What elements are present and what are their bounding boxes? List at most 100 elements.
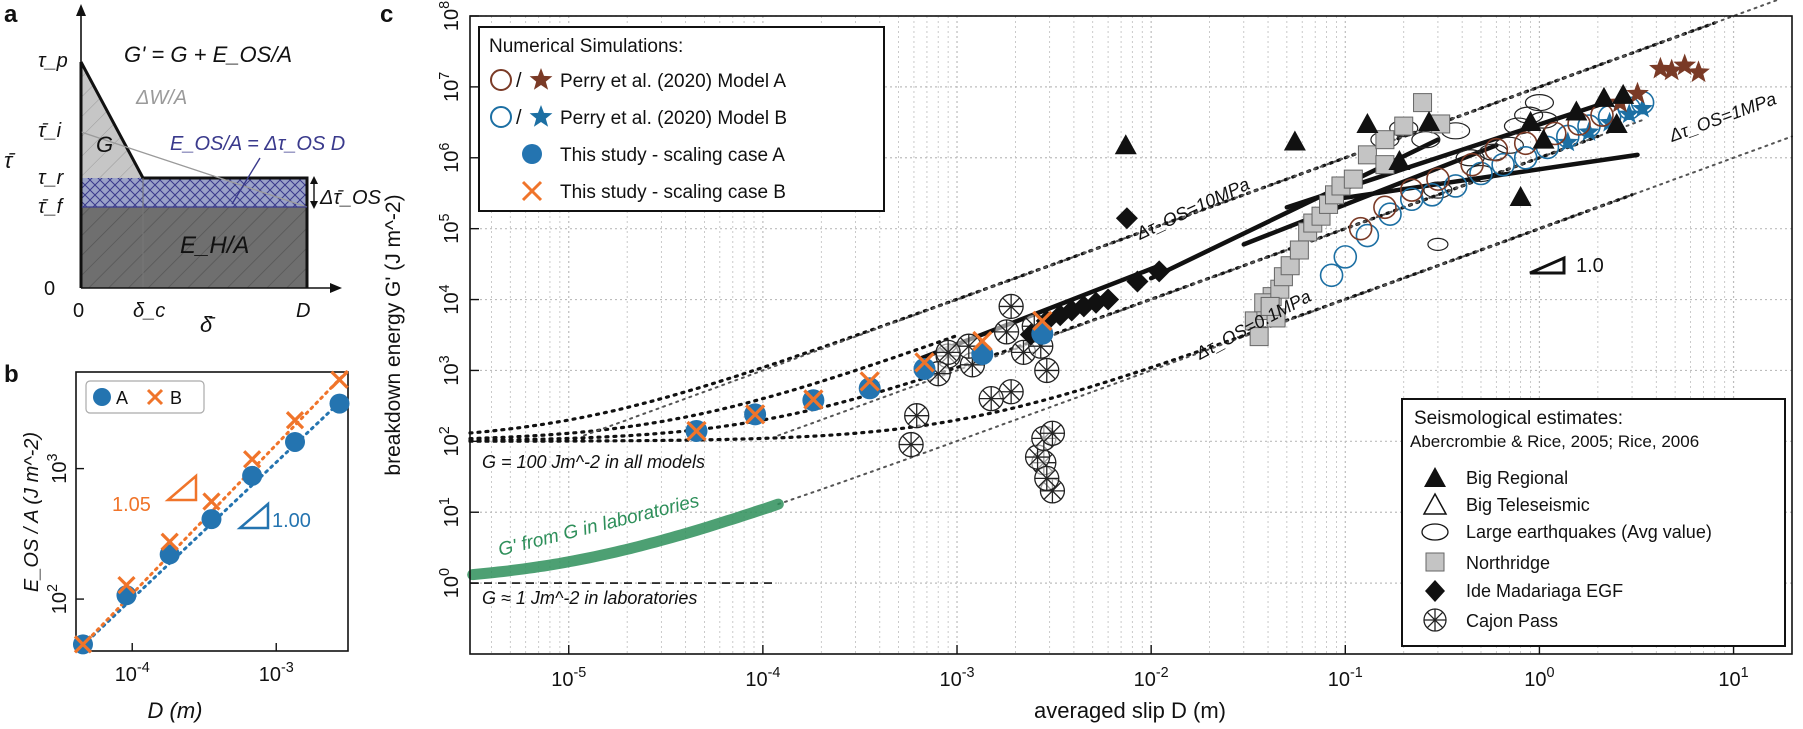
cajon-19 bbox=[998, 293, 1024, 320]
model-a-circle-1 bbox=[1373, 195, 1397, 220]
legend-model-b-star bbox=[529, 105, 553, 127]
eos-hatch bbox=[81, 178, 307, 207]
panel-b-frame bbox=[75, 371, 349, 652]
cajon-18 bbox=[993, 319, 1020, 345]
lab-green-band bbox=[467, 498, 784, 581]
big-regional-9 bbox=[1592, 86, 1615, 107]
c-ytick-label-1: 101 bbox=[437, 497, 463, 527]
model-b-circle-9 bbox=[1513, 145, 1538, 170]
cajon-10 bbox=[978, 386, 1004, 412]
legend-model-a-label: Perry et al. (2020) Model A bbox=[560, 71, 786, 92]
eh-label: E_H/A bbox=[180, 232, 249, 259]
legend-big-teleseismic-marker bbox=[1422, 492, 1448, 515]
large-eq-12 bbox=[1494, 136, 1524, 154]
ref-line-01mpa-label: Δτ_OS=0.1MPa bbox=[1192, 286, 1315, 364]
cajon-6 bbox=[1034, 357, 1060, 384]
model-a-star-14 bbox=[1673, 53, 1697, 76]
delta-w-label: ΔW/A bbox=[135, 87, 187, 109]
legend-cajon-marker bbox=[1423, 608, 1447, 632]
seis-legend-sub: Abercrombie & Rice, 2005; Rice, 2006 bbox=[1410, 432, 1699, 451]
big-regional-3 bbox=[1388, 150, 1411, 171]
legend-cajon-label: Cajon Pass bbox=[1466, 611, 1558, 631]
panel-a-y-symbol: τ̄ bbox=[4, 148, 16, 173]
panel-c-frame bbox=[469, 15, 1793, 655]
model-b-circle-8 bbox=[1491, 152, 1515, 177]
case-b-point-3 bbox=[859, 371, 880, 392]
big-regional-7 bbox=[1532, 128, 1555, 149]
panel-b-xlabel: D (m) bbox=[148, 698, 203, 723]
b-point-a-6 bbox=[329, 393, 350, 414]
b-ytick-label-0: 102 bbox=[45, 584, 71, 614]
slope-label-b: 1.05 bbox=[112, 494, 151, 516]
panel-b-ylabel: E_OS / A (J m^-2) bbox=[21, 432, 43, 592]
cajon-2 bbox=[998, 379, 1024, 405]
slope-triangle-a bbox=[236, 501, 270, 530]
legend-model-a-circle bbox=[490, 69, 512, 91]
c-ytick-label-0: 100 bbox=[437, 568, 463, 598]
panel-c-chart: c 10-5 10-4 10-3 10-2 10-1 100 101 100 101 102 103… bbox=[380, 0, 1793, 723]
legend-large-eq-marker bbox=[1421, 523, 1449, 541]
cajon-14 bbox=[904, 403, 930, 429]
cajon-12 bbox=[935, 339, 961, 365]
ref-curve-3mpa bbox=[468, 334, 959, 441]
g100-label: G = 100 Jm^-2 in all models bbox=[482, 452, 705, 472]
model-b-circle-1 bbox=[1333, 245, 1358, 269]
model-b-circle-4 bbox=[1399, 187, 1424, 212]
northridge-20 bbox=[1394, 116, 1414, 136]
eos-pointer bbox=[231, 157, 261, 205]
panel-label-a: a bbox=[4, 1, 18, 28]
c-ytick-label-7: 107 bbox=[437, 72, 463, 102]
b-point-a-5 bbox=[285, 431, 306, 452]
ref-line-1mpa-label: Δτ_OS=1MPa bbox=[1666, 89, 1779, 147]
sim-legend-title: Numerical Simulations: bbox=[489, 36, 683, 57]
legend-b-b-label: B bbox=[170, 388, 182, 408]
panel-b-chart: b 10-4 10-3 102 103 A B 1.05 1.00 D (m) E_O… bbox=[4, 361, 350, 723]
ide-6 bbox=[1097, 288, 1120, 311]
tick-tau-f: τ̄_f bbox=[38, 196, 65, 218]
b-point-b-0 bbox=[73, 635, 93, 654]
northridge-21 bbox=[1413, 93, 1433, 113]
b-point-b-2 bbox=[160, 532, 179, 551]
model-b-star-15 bbox=[1632, 97, 1654, 118]
seis-legend-title: Seismological estimates: bbox=[1414, 408, 1623, 429]
legend-case-b-label: This study - scaling case B bbox=[560, 182, 786, 203]
model-a-star-15 bbox=[1687, 60, 1710, 83]
big-regional-11 bbox=[1612, 83, 1635, 104]
cajon-20 bbox=[1034, 465, 1060, 492]
tick-tau-r: τ_r bbox=[38, 167, 65, 189]
model-a-star-13 bbox=[1660, 58, 1684, 81]
northridge-4 bbox=[1249, 327, 1269, 347]
g-label: G bbox=[96, 132, 113, 157]
ide-8 bbox=[1148, 260, 1171, 283]
cajon-9 bbox=[1024, 444, 1051, 470]
panel-c-marks bbox=[685, 53, 1710, 504]
big-regional-1 bbox=[1283, 130, 1306, 151]
slip-weakening-curve bbox=[79, 61, 309, 288]
legend-large-eq-label: Large earthquakes (Avg value) bbox=[1466, 522, 1712, 542]
panel-label-c: c bbox=[380, 1, 393, 28]
legend-northridge-marker bbox=[1425, 552, 1445, 572]
large-eq-2 bbox=[1411, 131, 1441, 149]
big-regional-4 bbox=[1418, 110, 1441, 131]
b-point-b-3 bbox=[202, 492, 221, 511]
case-a-point-6 bbox=[1031, 322, 1054, 345]
large-eq-8 bbox=[1524, 94, 1555, 112]
case-b-point-4 bbox=[914, 352, 935, 373]
case-b-point-5 bbox=[972, 330, 993, 352]
b-ytick-label-1: 103 bbox=[45, 453, 71, 483]
b-xtick-label-0: 10-4 bbox=[115, 660, 150, 686]
legend-case-a-marker bbox=[522, 144, 542, 164]
slope-triangle-c bbox=[1529, 255, 1566, 275]
legend-slash-a: / bbox=[516, 70, 522, 92]
sim-legend bbox=[478, 26, 885, 212]
dtau-label: Δτ̄_OS bbox=[319, 187, 382, 209]
panel-b-marks bbox=[72, 370, 350, 655]
large-eq-10 bbox=[1423, 181, 1453, 199]
model-a-circle-4 bbox=[1460, 152, 1484, 177]
big-regional-2 bbox=[1356, 112, 1379, 133]
dtau-arrow-up bbox=[310, 176, 318, 184]
seis-legend bbox=[1401, 398, 1786, 647]
c-ytick-label-3: 103 bbox=[437, 355, 463, 385]
c-ytick-label-6: 106 bbox=[437, 143, 463, 173]
